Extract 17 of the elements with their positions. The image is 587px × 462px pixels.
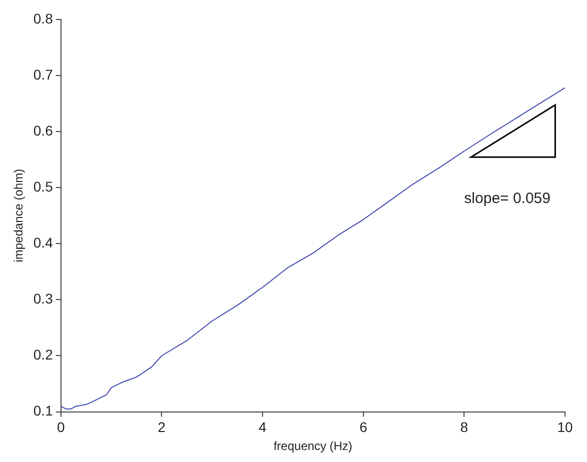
x-axis-title: frequency (Hz): [274, 439, 352, 454]
y-tick-label: 0.6: [33, 122, 54, 138]
x-tick-label: 2: [158, 419, 166, 436]
annotation: slope= 0.059: [464, 190, 550, 207]
y-tick-label: 0.1: [33, 402, 54, 419]
y-tick-label: 0.8: [33, 10, 54, 26]
y-tick-label: 0.5: [33, 178, 54, 194]
x-tick-label: 6: [359, 419, 368, 436]
x-tick-label: 4: [258, 419, 267, 436]
x-tick-label: 0: [56, 419, 65, 436]
x-tick-label: 8: [460, 419, 468, 436]
y-axis-title: impedance (ohm): [12, 168, 26, 262]
y-tick-label: 0.7: [33, 66, 54, 82]
y-tick-label: 0.4: [33, 234, 54, 250]
y-tick-label: 0.3: [33, 290, 54, 307]
x-tick-label: 10: [557, 419, 573, 436]
y-tick-label: 0.2: [33, 346, 54, 363]
